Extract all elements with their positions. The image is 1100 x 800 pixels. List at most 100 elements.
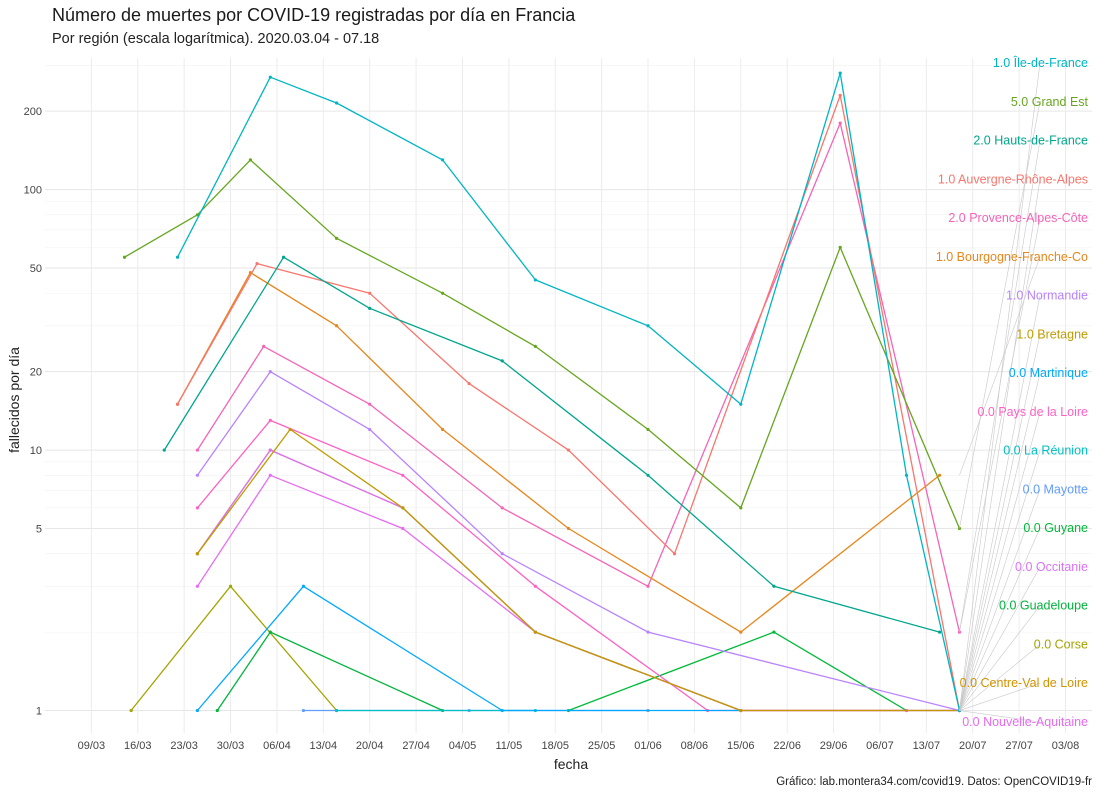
series-line — [196, 419, 907, 712]
series-label: 0.0 Guyane — [1023, 521, 1088, 535]
data-point — [334, 708, 339, 713]
series-bourgogne-franche-co — [175, 271, 942, 634]
data-point — [440, 158, 445, 162]
data-point — [739, 708, 743, 713]
series-line — [176, 72, 961, 711]
data-point — [646, 584, 650, 588]
series-grand-est — [122, 158, 962, 531]
x-tick-label: 23/03 — [170, 740, 198, 752]
x-axis-title: fecha — [554, 756, 588, 772]
series-line — [176, 271, 941, 633]
series-line — [216, 631, 443, 712]
y-tick-label: 5 — [36, 523, 42, 535]
series-line — [568, 631, 907, 712]
series-guadeloupe — [215, 630, 445, 713]
y-axis-title: fallecidos por día — [6, 347, 22, 453]
label-leader — [959, 605, 1041, 711]
data-point — [255, 261, 259, 266]
data-point — [937, 630, 942, 634]
series-label: 5.0 Grand Est — [1011, 95, 1089, 109]
x-tick-label: 01/06 — [634, 740, 662, 752]
series--le-de-france — [175, 71, 962, 713]
y-tick-label: 50 — [30, 263, 42, 275]
chart-caption: Gráfico: lab.montera34.com/covid19. Dato… — [776, 776, 1092, 788]
data-point — [467, 381, 471, 386]
series-label: 0.0 Martinique — [1009, 366, 1088, 380]
label-leader — [959, 140, 1041, 633]
y-tick-label: 20 — [30, 367, 42, 379]
data-point — [838, 121, 842, 125]
x-tick-label: 27/07 — [1005, 740, 1033, 752]
y-tick-label: 200 — [24, 106, 42, 118]
x-tick-label: 29/06 — [820, 740, 848, 752]
y-tick-label: 100 — [24, 185, 42, 197]
data-point — [500, 359, 504, 363]
series-auvergne-rh-ne-alpes — [175, 93, 962, 713]
data-point — [195, 506, 200, 510]
data-point — [937, 473, 942, 477]
label-leader — [959, 644, 1041, 711]
series-line — [196, 585, 741, 712]
data-point — [772, 630, 776, 634]
series-label: 0.0 Pays de la Loire — [978, 405, 1089, 419]
data-point — [175, 402, 180, 406]
series-line — [196, 474, 960, 712]
data-point — [401, 506, 405, 510]
chart-subtitle: Por región (escala logarítmica). 2020.03… — [52, 31, 380, 47]
data-point — [268, 473, 272, 477]
x-tick-label: 06/07 — [866, 740, 894, 752]
series-label: 0.0 La Réunion — [1003, 444, 1088, 458]
label-leader — [959, 528, 1041, 711]
label-leader — [959, 566, 1041, 711]
data-point — [440, 291, 445, 295]
data-point — [533, 344, 537, 349]
series-line — [176, 94, 961, 711]
data-point — [672, 552, 677, 556]
label-leader — [959, 334, 1041, 711]
data-point — [301, 584, 306, 588]
series-label: 1.0 Normandie — [1006, 289, 1088, 303]
data-point — [500, 708, 504, 713]
series-label: 0.0 Centre-Val de Loire — [960, 676, 1088, 690]
x-tick-label: 18/05 — [541, 740, 569, 752]
data-point — [646, 473, 650, 477]
label-leader — [959, 373, 1041, 711]
data-point — [500, 506, 504, 510]
data-point — [228, 584, 233, 588]
y-axis-ticks: 1 5 10 20 50 100 200 — [24, 106, 42, 717]
data-point — [739, 630, 743, 634]
label-leader — [959, 179, 1041, 711]
series-line — [196, 371, 960, 712]
data-point — [288, 427, 292, 432]
label-leader — [959, 256, 1041, 476]
data-point — [268, 448, 272, 452]
series-label: 1.0 Île-de-France — [993, 55, 1088, 70]
data-point — [334, 324, 339, 328]
series-label: 0.0 Occitanie — [1015, 560, 1088, 574]
y-tick-label: 10 — [30, 445, 42, 457]
series-nouvelle-aquitaine — [195, 473, 962, 713]
data-point — [368, 402, 372, 406]
data-point — [533, 278, 537, 282]
data-point — [401, 473, 405, 477]
data-point — [122, 255, 127, 259]
series-martinique — [195, 584, 743, 713]
x-tick-label: 03/08 — [1052, 740, 1080, 752]
data-point — [838, 71, 842, 75]
data-point — [334, 101, 339, 105]
label-leader — [959, 682, 1041, 711]
chart-title: Número de muertes por COVID-19 registrad… — [52, 5, 576, 25]
label-leader — [959, 295, 1041, 711]
data-point — [838, 93, 842, 97]
series-label: 2.0 Hauts-de-France — [973, 134, 1088, 148]
data-point — [566, 526, 571, 531]
series-label: 0.0 Mayotte — [1023, 482, 1088, 496]
series-pays-de-la-loire — [195, 418, 909, 713]
data-point — [838, 245, 842, 249]
data-point — [368, 427, 372, 432]
x-tick-label: 11/05 — [496, 740, 523, 752]
data-point — [268, 630, 272, 634]
x-tick-label: 20/04 — [356, 740, 384, 752]
data-point — [533, 630, 537, 634]
